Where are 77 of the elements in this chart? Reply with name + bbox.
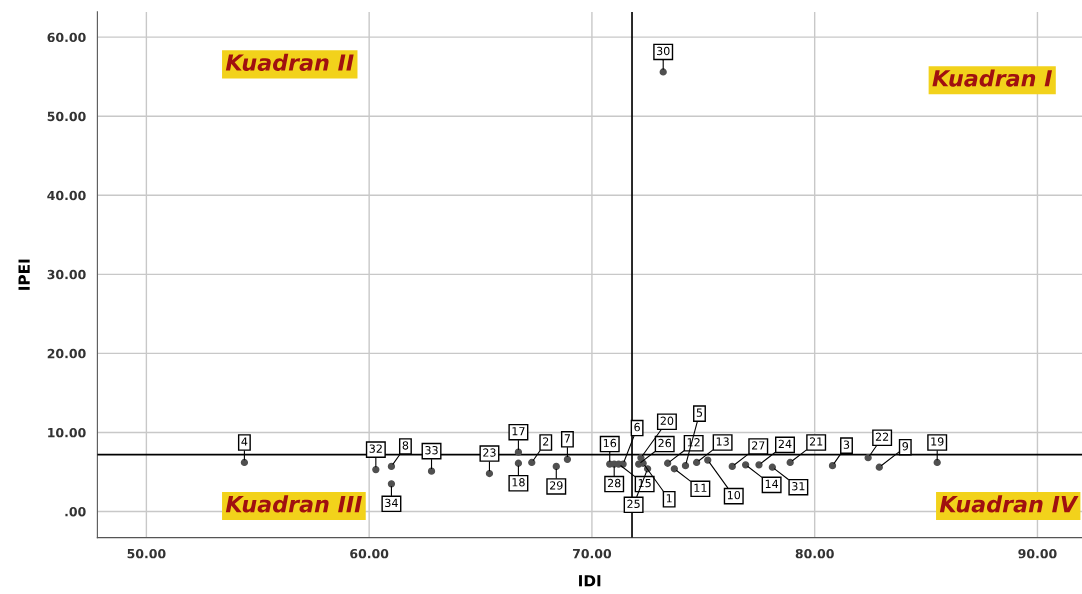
annotation: 32 [369, 444, 382, 453]
point [485, 469, 494, 478]
x-tick-label: 80.00 [795, 548, 834, 559]
annotation: 17 [512, 427, 525, 436]
y-tick-label: 10.00 [48, 427, 86, 438]
annotation: 3 [843, 440, 850, 449]
annotation: 11 [694, 483, 707, 492]
point [875, 463, 883, 471]
point [933, 458, 941, 467]
x-axis-title: IDI [579, 575, 601, 587]
annotation: Kuadran IV [939, 495, 1079, 513]
x-tick-label: 50.00 [127, 548, 166, 559]
point [387, 462, 396, 471]
point [828, 461, 837, 470]
point [427, 467, 436, 475]
point [755, 461, 763, 469]
point [387, 480, 396, 488]
annotation: 21 [809, 437, 823, 446]
y-tick-label: 60.00 [47, 32, 86, 43]
point [637, 454, 645, 462]
y-tick-label: 50.00 [47, 111, 86, 122]
annotation: 34 [385, 498, 398, 508]
point [563, 455, 572, 463]
annotation: 9 [902, 442, 909, 451]
annotation: 14 [765, 479, 779, 488]
point [670, 465, 678, 473]
annotation: 1 [666, 494, 672, 503]
point [240, 458, 249, 467]
point [514, 448, 523, 456]
annotation: 19 [931, 437, 944, 446]
annotation: 10 [727, 490, 741, 500]
annotation: 8 [402, 441, 409, 450]
y-tick-label: 30.00 [47, 269, 86, 280]
x-tick-label: 90.00 [1018, 548, 1057, 559]
y-tick-label: 40.00 [47, 190, 86, 201]
annotation: 28 [607, 478, 621, 488]
point [514, 459, 523, 467]
y-tick-label: 20.00 [47, 348, 86, 359]
y-tick-label: .00 [65, 506, 86, 517]
annotation: 30 [656, 46, 670, 56]
point [704, 456, 712, 464]
annotation: Kuadran II [225, 53, 354, 71]
annotation: 24 [778, 439, 792, 448]
annotation: 13 [716, 437, 729, 446]
annotation: 16 [603, 438, 617, 448]
point [692, 458, 701, 467]
annotation: 25 [627, 499, 640, 509]
annotation: 23 [483, 448, 496, 457]
annotation: 26 [658, 438, 672, 448]
point [372, 465, 380, 474]
annotation: 4 [241, 437, 248, 446]
annotation: 2 [543, 437, 549, 446]
point [659, 68, 667, 76]
point [768, 463, 776, 471]
annotation: 5 [696, 408, 703, 417]
point [741, 461, 750, 469]
annotation: 20 [660, 416, 674, 425]
annotation: 29 [550, 481, 563, 490]
annotation: 7 [564, 434, 570, 443]
point [786, 458, 794, 467]
point [681, 461, 690, 470]
annotation: 6 [634, 422, 640, 432]
x-tick-label: 60.00 [350, 548, 389, 559]
point [664, 459, 672, 467]
y-axis-title: IPEI [18, 259, 30, 290]
point [728, 462, 736, 471]
x-tick-label: 70.00 [572, 548, 612, 559]
point [528, 458, 536, 467]
annotation: 33 [425, 445, 438, 455]
annotation: Kuadran III [225, 495, 362, 513]
point [864, 454, 872, 462]
annotation: 31 [792, 482, 805, 491]
annotation: 18 [512, 478, 525, 487]
annotation: 27 [752, 441, 765, 450]
annotation: Kuadran I [932, 69, 1052, 87]
point [552, 462, 560, 471]
annotation: 22 [875, 432, 889, 441]
